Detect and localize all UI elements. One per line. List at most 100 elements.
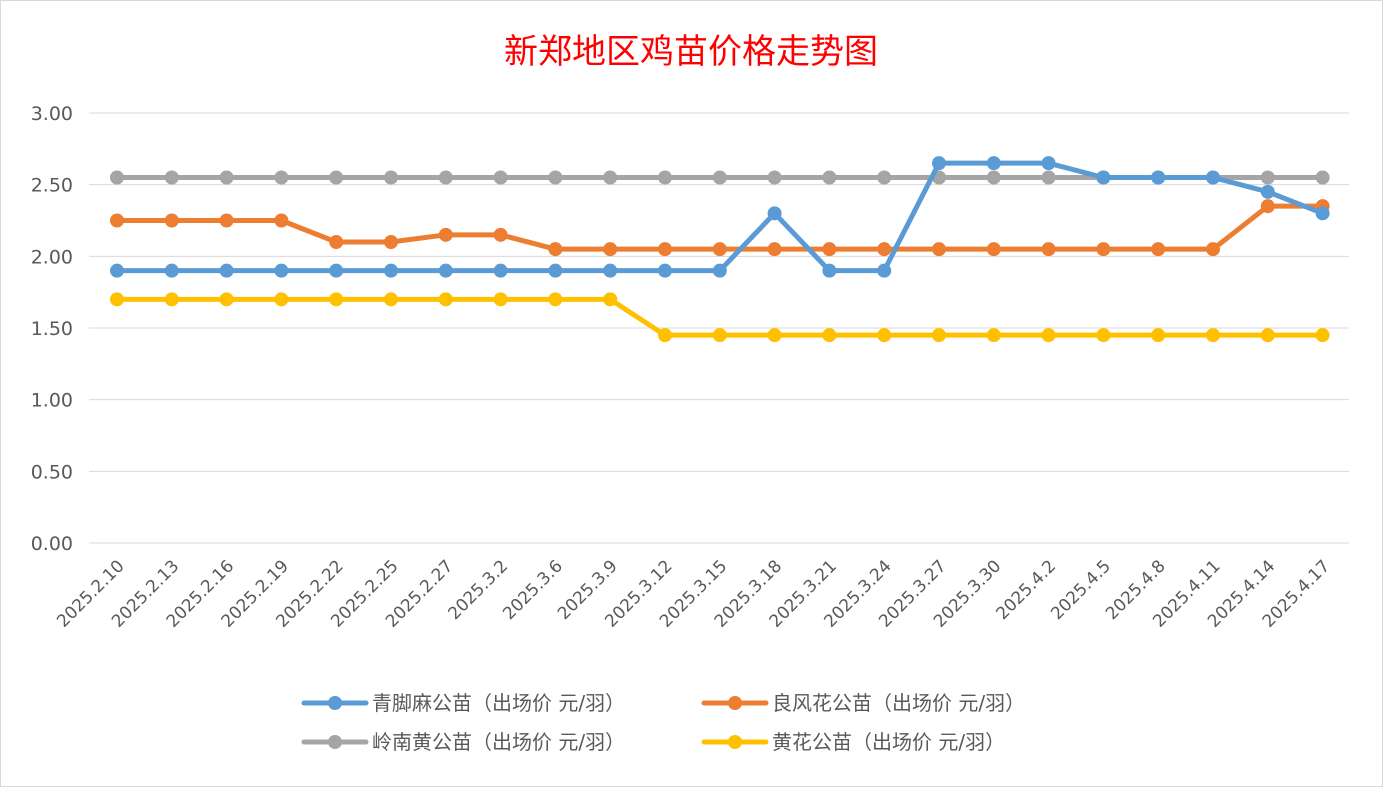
data-point [658,263,672,278]
data-point [493,292,508,307]
y-tick-label: 2.00 [31,246,73,268]
x-axis-ticks: 2025.2.102025.2.132025.2.162025.2.192025… [53,556,1334,631]
data-point [548,170,563,185]
data-point [1041,170,1056,185]
data-point [438,170,453,185]
data-point [219,213,234,228]
data-point [603,170,618,185]
data-point [932,328,946,343]
data-point [438,263,453,278]
y-tick-label: 0.50 [31,461,73,483]
data-point [493,227,508,242]
data-point [932,242,946,257]
data-point [767,242,782,257]
data-point [877,242,892,257]
data-point [877,170,892,185]
series-3 [110,292,1330,343]
data-point [438,292,453,307]
data-point [1206,328,1220,343]
data-point [877,328,892,343]
chart-title: 新郑地区鸡苗价格走势图 [504,32,878,72]
data-point [986,242,1001,257]
data-point [1315,170,1330,185]
legend-swatch-marker [728,696,742,710]
data-point [767,170,782,185]
data-point [1041,242,1056,257]
legend-item: 岭南黄公苗（出场价 元/羽） [301,730,625,754]
data-point [603,242,618,257]
data-point [1041,156,1056,171]
grid-lines [89,112,1349,544]
y-tick-label: 0.00 [31,533,73,555]
data-point [822,242,837,257]
legend-item: 黄花公苗（出场价 元/羽） [701,730,1005,754]
data-point [1260,184,1275,199]
data-point [1315,206,1330,221]
data-point [329,170,344,185]
data-point [548,263,563,278]
data-point [658,328,672,343]
legend: 青脚麻公苗（出场价 元/羽） 良风花公苗（出场价 元/羽） 岭南黄公苗（出场价 元/… [301,691,1025,754]
y-tick-label: 1.00 [31,390,73,412]
data-point [932,156,946,171]
data-point [1096,328,1111,343]
data-point [1151,170,1166,185]
data-point [274,170,289,185]
data-point [1096,170,1111,185]
data-point [384,170,398,185]
data-point [438,227,453,242]
y-tick-label: 3.00 [31,103,73,125]
data-point [767,206,782,221]
legend-item: 良风花公苗（出场价 元/羽） [701,691,1025,715]
y-axis-ticks: 0.00 0.50 1.00 1.50 2.00 2.50 3.00 [31,103,73,555]
data-point [164,263,179,278]
legend-label: 良风花公苗（出场价 元/羽） [772,691,1025,715]
data-point [1315,328,1330,343]
data-point [274,292,289,307]
data-point [877,263,892,278]
data-point [110,292,124,307]
data-point [329,292,344,307]
data-point [384,263,398,278]
legend-swatch-marker [328,696,342,710]
data-point [219,170,234,185]
data-point [274,263,289,278]
legend-item: 青脚麻公苗（出场价 元/羽） [301,691,625,715]
data-point [603,292,618,307]
data-point [1151,328,1166,343]
data-point [219,292,234,307]
data-point [110,170,124,185]
legend-label: 青脚麻公苗（出场价 元/羽） [372,691,625,715]
y-tick-label: 2.50 [31,175,73,197]
data-point [329,263,344,278]
data-point [329,235,344,249]
data-point [712,328,727,343]
data-point [658,170,672,185]
data-point [1041,328,1056,343]
data-point [1260,170,1275,185]
data-point [164,213,179,228]
data-point [712,263,727,278]
data-point [986,328,1001,343]
data-point [822,263,837,278]
data-point [1206,170,1220,185]
data-point [822,328,837,343]
legend-label: 岭南黄公苗（出场价 元/羽） [372,730,625,754]
series-1 [110,199,1330,257]
data-point [603,263,618,278]
data-point [164,292,179,307]
data-point [658,242,672,257]
data-point [767,328,782,343]
data-point [1096,242,1111,257]
data-point [274,213,289,228]
data-point [219,263,234,278]
data-point [1260,199,1275,214]
data-point [110,263,124,278]
series-0 [110,156,1330,278]
data-point [164,170,179,185]
data-point [712,242,727,257]
y-tick-label: 1.50 [31,318,73,340]
